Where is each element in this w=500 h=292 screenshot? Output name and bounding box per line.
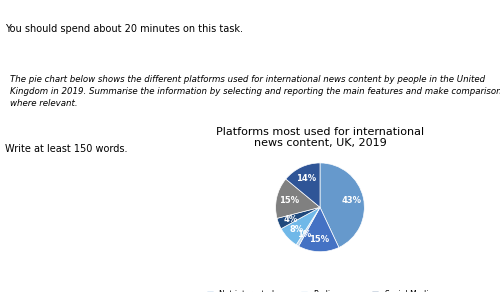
- Wedge shape: [277, 207, 320, 229]
- Title: Platforms most used for international
news content, UK, 2019: Platforms most used for international ne…: [216, 127, 424, 148]
- Text: 1%: 1%: [296, 230, 311, 239]
- Wedge shape: [296, 207, 320, 246]
- Legend: Not interested, Word of mouth, Printed Newspapers, Radio, Other Internet, Social: Not interested, Word of mouth, Printed N…: [207, 290, 433, 292]
- Text: 15%: 15%: [279, 196, 299, 205]
- Text: 4%: 4%: [283, 215, 298, 224]
- Text: The pie chart below shows the different platforms used for international news co: The pie chart below shows the different …: [10, 75, 500, 107]
- Wedge shape: [281, 207, 320, 245]
- Wedge shape: [320, 163, 364, 248]
- Text: 43%: 43%: [341, 196, 361, 205]
- Text: Write at least 150 words.: Write at least 150 words.: [5, 144, 128, 154]
- Wedge shape: [276, 179, 320, 218]
- Text: 14%: 14%: [296, 174, 316, 183]
- Text: 8%: 8%: [290, 225, 304, 234]
- Wedge shape: [286, 163, 320, 207]
- Text: You should spend about 20 minutes on this task.: You should spend about 20 minutes on thi…: [5, 24, 243, 34]
- Wedge shape: [298, 207, 339, 252]
- Text: 15%: 15%: [309, 235, 329, 244]
